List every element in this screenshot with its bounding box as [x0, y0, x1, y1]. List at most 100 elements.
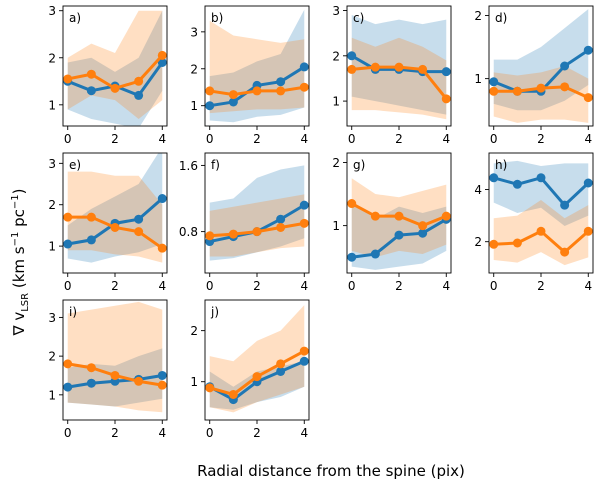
- orange-marker: [394, 211, 404, 221]
- blue-marker: [299, 62, 309, 72]
- orange-marker: [134, 227, 144, 237]
- panel-d: 0 2 4 1 2 d): [474, 5, 594, 146]
- orange-marker: [276, 359, 286, 369]
- plot-area: [205, 9, 309, 123]
- x-tick-label: 0: [348, 279, 356, 293]
- blue-marker: [228, 97, 238, 107]
- y-tick-label: 1: [48, 388, 56, 402]
- panel-label: j): [210, 305, 219, 319]
- panel-label: i): [69, 305, 77, 319]
- orange-marker: [418, 221, 428, 231]
- orange-marker: [252, 86, 262, 96]
- blue-marker: [63, 382, 73, 392]
- orange-marker: [347, 64, 357, 74]
- blue-marker: [418, 228, 428, 238]
- orange-marker: [63, 212, 73, 222]
- blue-marker: [86, 235, 96, 245]
- y-tick-label: 1: [190, 99, 198, 113]
- x-tick-label: 2: [395, 132, 403, 146]
- x-tick-label: 0: [206, 132, 214, 146]
- y-tick-label: 1: [332, 219, 340, 233]
- orange-marker: [86, 363, 96, 373]
- y-axis-label-units: (km s: [10, 246, 28, 293]
- x-tick-label: 4: [584, 132, 592, 146]
- orange-marker: [441, 211, 451, 221]
- orange-marker: [252, 372, 262, 382]
- blue-marker: [157, 57, 167, 67]
- blue-marker: [536, 173, 546, 183]
- plot-area: [347, 15, 451, 120]
- x-tick-label: 0: [206, 426, 214, 440]
- orange-marker: [370, 211, 380, 221]
- y-axis-label-main: ∇ v: [10, 312, 28, 337]
- orange-marker: [228, 90, 238, 100]
- blue-marker: [134, 90, 144, 100]
- panel-label: a): [69, 11, 81, 25]
- orange-marker: [86, 69, 96, 79]
- panel-j: 0 2 4 1 2 j): [190, 299, 310, 440]
- blue-marker: [299, 200, 309, 210]
- panel-label: d): [495, 11, 507, 25]
- orange-marker: [489, 239, 499, 249]
- x-tick-label: 2: [395, 279, 403, 293]
- y-tick-label: 2: [474, 9, 482, 23]
- orange-marker: [252, 227, 262, 237]
- y-tick-label: 1: [190, 375, 198, 389]
- x-tick-label: 0: [64, 132, 72, 146]
- x-tick-label: 2: [111, 426, 119, 440]
- y-tick-label: 1: [48, 98, 56, 112]
- panel-a: 0 2 4 1 2 3 a): [48, 4, 168, 146]
- orange-marker: [583, 93, 593, 103]
- y-axis-label-mid: pc: [10, 209, 28, 232]
- blue-marker: [134, 214, 144, 224]
- panel-b: 0 2 4 1 2 3 b): [190, 5, 310, 146]
- x-tick-label: 0: [490, 279, 498, 293]
- orange-marker: [536, 83, 546, 93]
- plot-area: [205, 305, 309, 413]
- blue-marker: [63, 239, 73, 249]
- y-axis-label: ∇ vLSR (km s−1 pc−1): [10, 189, 31, 337]
- blue-marker: [560, 200, 570, 210]
- plot-area: [489, 160, 593, 266]
- y-axis-label-sub: LSR: [20, 293, 31, 312]
- orange-marker: [228, 229, 238, 239]
- x-tick-label: 4: [300, 132, 308, 146]
- x-axis-label: Radial distance from the spine (pix): [197, 462, 465, 480]
- x-tick-label: 4: [442, 132, 450, 146]
- blue-marker: [370, 249, 380, 259]
- plot-area: [63, 301, 167, 413]
- orange-marker: [441, 94, 451, 104]
- panel-label: h): [495, 158, 507, 172]
- orange-marker: [299, 82, 309, 92]
- orange-marker: [536, 226, 546, 236]
- x-tick-label: 4: [300, 279, 308, 293]
- orange-marker: [560, 247, 570, 257]
- plot-area: [347, 178, 451, 270]
- y-tick-label: 3: [332, 4, 340, 18]
- orange-marker: [157, 380, 167, 390]
- y-tick-label: 1.6: [179, 159, 198, 173]
- panel-label: g): [353, 158, 365, 172]
- x-tick-label: 2: [111, 132, 119, 146]
- y-tick-label: 3: [190, 25, 198, 39]
- panel-g: 0 2 4 1 2 g): [332, 152, 452, 293]
- orange-marker: [512, 238, 522, 248]
- orange-marker: [276, 86, 286, 96]
- blue-marker: [489, 77, 499, 87]
- y-tick-label: 2: [332, 49, 340, 63]
- orange-marker: [228, 389, 238, 399]
- y-tick-label: 3: [48, 4, 56, 18]
- x-tick-label: 2: [111, 279, 119, 293]
- blue-marker: [157, 370, 167, 380]
- panel-h: 0 2 4 2 4 h): [474, 152, 594, 293]
- blue-marker: [86, 86, 96, 96]
- y-tick-label: 3: [48, 157, 56, 171]
- blue-marker: [583, 178, 593, 188]
- orange-band: [351, 37, 447, 120]
- orange-marker: [205, 86, 215, 96]
- orange-marker: [63, 359, 73, 369]
- orange-band: [209, 20, 305, 114]
- orange-marker: [276, 222, 286, 232]
